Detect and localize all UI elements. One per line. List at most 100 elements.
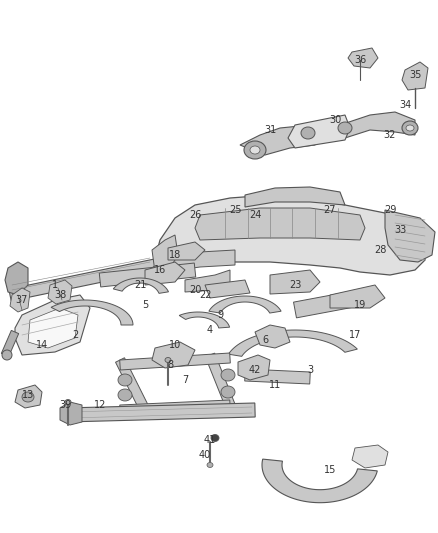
- Ellipse shape: [221, 369, 235, 381]
- Ellipse shape: [22, 392, 34, 402]
- Text: 19: 19: [354, 300, 366, 310]
- Polygon shape: [348, 48, 378, 68]
- Text: 30: 30: [329, 115, 341, 125]
- Polygon shape: [152, 250, 235, 272]
- Text: 13: 13: [22, 390, 34, 400]
- Ellipse shape: [250, 146, 260, 154]
- Polygon shape: [205, 280, 250, 298]
- Polygon shape: [293, 287, 377, 318]
- Text: 2: 2: [72, 330, 78, 340]
- Text: 6: 6: [262, 335, 268, 345]
- Text: 33: 33: [394, 225, 406, 235]
- Text: 12: 12: [94, 400, 106, 410]
- Ellipse shape: [207, 463, 213, 467]
- Ellipse shape: [338, 122, 352, 134]
- Polygon shape: [209, 296, 281, 313]
- Text: 8: 8: [167, 360, 173, 370]
- Text: 23: 23: [289, 280, 301, 290]
- Polygon shape: [255, 325, 290, 348]
- Text: 31: 31: [264, 125, 276, 135]
- Text: 16: 16: [154, 265, 166, 275]
- Polygon shape: [262, 459, 377, 503]
- Text: 14: 14: [36, 340, 48, 350]
- Polygon shape: [145, 262, 185, 285]
- Polygon shape: [48, 280, 72, 304]
- Text: 41: 41: [204, 435, 216, 445]
- Text: 18: 18: [169, 250, 181, 260]
- Ellipse shape: [402, 121, 418, 135]
- Polygon shape: [51, 300, 133, 325]
- Text: 29: 29: [384, 205, 396, 215]
- Text: 42: 42: [249, 365, 261, 375]
- Text: 11: 11: [269, 380, 281, 390]
- Polygon shape: [179, 312, 230, 328]
- Text: 40: 40: [199, 450, 211, 460]
- Polygon shape: [402, 62, 428, 90]
- Text: 17: 17: [349, 330, 361, 340]
- Ellipse shape: [65, 400, 71, 405]
- Ellipse shape: [118, 389, 132, 401]
- Polygon shape: [152, 195, 425, 278]
- Polygon shape: [185, 270, 230, 292]
- Text: 4: 4: [207, 325, 213, 335]
- Polygon shape: [120, 400, 230, 415]
- Polygon shape: [152, 342, 195, 368]
- Polygon shape: [288, 115, 350, 148]
- Polygon shape: [229, 330, 357, 357]
- Polygon shape: [240, 125, 320, 155]
- Text: 9: 9: [217, 310, 223, 320]
- Ellipse shape: [406, 125, 414, 131]
- Ellipse shape: [165, 358, 171, 362]
- Text: 15: 15: [324, 465, 336, 475]
- Text: 35: 35: [409, 70, 421, 80]
- Text: 20: 20: [189, 285, 201, 295]
- Ellipse shape: [2, 350, 12, 360]
- Text: 3: 3: [307, 365, 313, 375]
- Polygon shape: [238, 355, 270, 380]
- Text: 21: 21: [134, 280, 146, 290]
- Text: 34: 34: [399, 100, 411, 110]
- Polygon shape: [385, 210, 435, 262]
- Ellipse shape: [211, 434, 219, 441]
- Polygon shape: [270, 270, 320, 294]
- Text: 24: 24: [249, 210, 261, 220]
- Text: 28: 28: [374, 245, 386, 255]
- Ellipse shape: [118, 374, 132, 386]
- Polygon shape: [65, 403, 255, 422]
- Polygon shape: [28, 308, 78, 348]
- Text: 1: 1: [52, 280, 58, 290]
- Polygon shape: [152, 235, 178, 272]
- Polygon shape: [1, 330, 19, 357]
- Text: 22: 22: [199, 290, 211, 300]
- Polygon shape: [340, 112, 415, 138]
- Polygon shape: [352, 445, 388, 468]
- Text: 38: 38: [54, 290, 66, 300]
- Text: 7: 7: [182, 375, 188, 385]
- Polygon shape: [120, 353, 230, 370]
- Polygon shape: [116, 358, 149, 412]
- Text: 10: 10: [169, 340, 181, 350]
- Polygon shape: [99, 263, 196, 287]
- Ellipse shape: [221, 386, 235, 398]
- Polygon shape: [205, 353, 235, 407]
- Polygon shape: [10, 288, 30, 312]
- Ellipse shape: [244, 141, 266, 159]
- Text: 25: 25: [229, 205, 241, 215]
- Text: 27: 27: [324, 205, 336, 215]
- Text: 36: 36: [354, 55, 366, 65]
- Text: 32: 32: [384, 130, 396, 140]
- Text: 37: 37: [16, 295, 28, 305]
- Polygon shape: [9, 259, 156, 301]
- Polygon shape: [245, 369, 310, 384]
- Text: 26: 26: [189, 210, 201, 220]
- Polygon shape: [113, 278, 169, 293]
- Polygon shape: [60, 402, 82, 425]
- Text: 5: 5: [142, 300, 148, 310]
- Polygon shape: [5, 262, 28, 295]
- Polygon shape: [195, 208, 365, 240]
- Polygon shape: [245, 187, 345, 207]
- Text: 39: 39: [59, 400, 71, 410]
- Polygon shape: [168, 242, 205, 260]
- Polygon shape: [330, 285, 385, 308]
- Polygon shape: [15, 385, 42, 408]
